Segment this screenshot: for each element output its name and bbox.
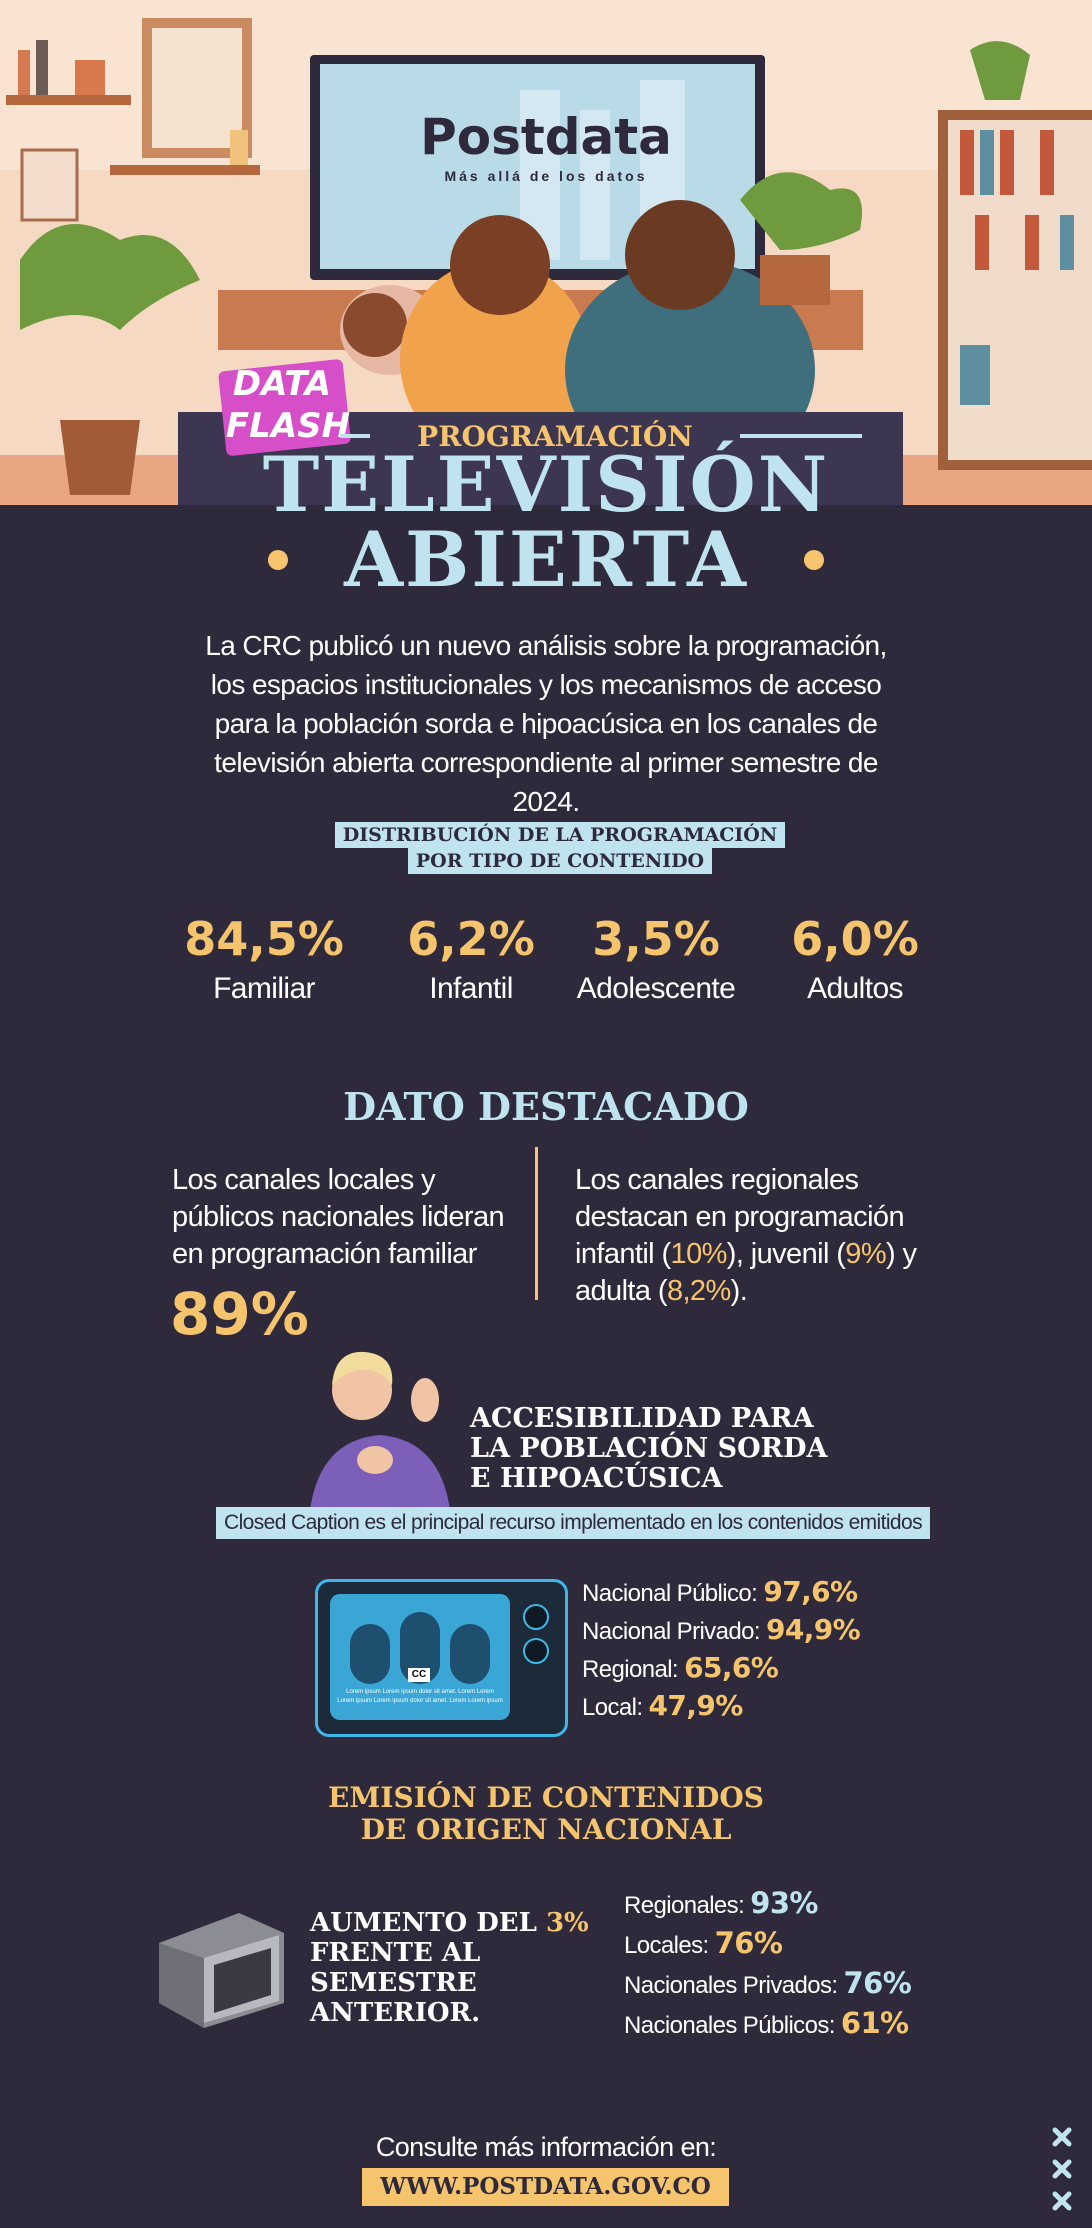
list-item: Nacional Privado: 94,9% bbox=[582, 1613, 861, 1651]
header-illustration: DATA FLASH bbox=[0, 0, 1092, 505]
label: Nacional Público: bbox=[582, 1580, 758, 1607]
stat-value: 84,5% bbox=[184, 912, 344, 966]
value: 76% bbox=[843, 1966, 912, 2000]
screen-line: Lorem ipsum Lorem ipsum dolor sit amet. … bbox=[337, 1698, 503, 1704]
caption-bar: Closed Caption es el principal recurso i… bbox=[216, 1507, 930, 1539]
distribution-title: DISTRIBUCIÓN DE LA PROGRAMACIÓN POR TIPO… bbox=[275, 822, 845, 874]
stat: 6,0% Adultos bbox=[755, 912, 955, 1006]
highlight-left: Los canales locales y públicos nacionale… bbox=[172, 1164, 505, 1270]
decor-crosses bbox=[1052, 2127, 1072, 2211]
title-line: LA POBLACIÓN SORDA bbox=[470, 1433, 828, 1464]
national-title: EMISIÓN DE CONTENIDOS DE ORIGEN NACIONAL bbox=[0, 1782, 1092, 1846]
title-line: ACCESIBILIDAD PARA bbox=[470, 1403, 814, 1434]
national-list: Regionales: 93% Locales: 76% Nacionales … bbox=[624, 1886, 912, 2046]
accent: 9% bbox=[845, 1238, 887, 1270]
section-title: DATO DESTACADO bbox=[343, 1084, 749, 1129]
label: Local: bbox=[582, 1694, 643, 1721]
intro: La CRC publicó un nuevo análisis sobre l… bbox=[205, 630, 887, 817]
tagline: Más allá de los datos bbox=[444, 168, 648, 184]
stat-label: Infantil bbox=[429, 972, 513, 1005]
footer-text: Consulte más información en: bbox=[375, 2132, 717, 2162]
kicker: PROGRAMACIÓN bbox=[417, 420, 693, 453]
stat-value: 3,5% bbox=[592, 912, 720, 966]
text: ). bbox=[730, 1275, 748, 1307]
access-title: ACCESIBILIDAD PARA LA POBLACIÓN SORDA E … bbox=[470, 1404, 827, 1494]
list-item: Regional: 65,6% bbox=[582, 1651, 860, 1689]
list-item: Nacionales Privados: 76% bbox=[624, 1966, 912, 2006]
label: Nacionales Privados: bbox=[624, 1972, 838, 1999]
dot bbox=[268, 550, 288, 570]
stat-label: Adolescente bbox=[576, 972, 736, 1005]
stat: 84,5% Familiar bbox=[164, 912, 364, 1006]
stat: 3,5% Adolescente bbox=[556, 912, 756, 1006]
accent: 8,2% bbox=[666, 1275, 731, 1307]
value: 94,9% bbox=[765, 1613, 861, 1646]
title-line: DISTRIBUCIÓN DE LA PROGRAMACIÓN bbox=[334, 822, 786, 848]
value: 65,6% bbox=[684, 1651, 779, 1684]
highlight-value: 89% bbox=[170, 1280, 309, 1348]
footer-url[interactable]: WWW.POSTDATA.GOV.CO bbox=[362, 2168, 729, 2206]
accent: 10% bbox=[670, 1238, 728, 1270]
screen-line: Lorem ipsum Lorem ipsum dolor sit amet. … bbox=[346, 1689, 494, 1695]
stat-label: Adultos bbox=[807, 972, 903, 1005]
label: Regionales: bbox=[624, 1892, 745, 1919]
list-item: Nacional Público: 97,6% bbox=[582, 1575, 860, 1613]
access-list: Nacional Público: 97,6% Nacional Privado… bbox=[582, 1575, 861, 1727]
stat: 6,2% Infantil bbox=[371, 912, 571, 1006]
label: Locales: bbox=[624, 1932, 709, 1959]
value: 93% bbox=[750, 1886, 818, 1920]
title-line: E HIPOACÚSICA bbox=[470, 1463, 723, 1494]
tv: CC Lorem ipsum Lorem ipsum dolor sit ame… bbox=[315, 1579, 568, 1737]
label: Regional: bbox=[582, 1656, 679, 1683]
stat-value: 6,2% bbox=[407, 912, 535, 966]
dot bbox=[804, 550, 824, 570]
title-line: DE ORIGEN NACIONAL bbox=[360, 1813, 732, 1846]
signer-illustration bbox=[310, 1351, 450, 1510]
text: FRENTE AL SEMESTRE ANTERIOR. bbox=[310, 1938, 481, 2028]
title: TELEVISIÓN bbox=[262, 440, 830, 529]
value: 61% bbox=[840, 2006, 909, 2040]
value: 97,6% bbox=[763, 1575, 858, 1608]
statement: AUMENTO DEL 3% FRENTE AL SEMESTRE ANTERI… bbox=[310, 1908, 590, 2028]
accent: 3% bbox=[545, 1908, 589, 1938]
title: ABIERTA bbox=[344, 515, 748, 604]
text: ), juvenil ( bbox=[726, 1238, 846, 1270]
label: Nacionales Públicos: bbox=[624, 2012, 835, 2039]
cc-badge: CC bbox=[408, 1668, 430, 1682]
value: 76% bbox=[714, 1926, 783, 1960]
stat-label: Familiar bbox=[213, 972, 315, 1005]
value: 47,9% bbox=[648, 1689, 744, 1722]
list-item: Regionales: 93% bbox=[624, 1886, 911, 1926]
title-line: EMISIÓN DE CONTENIDOS bbox=[328, 1781, 764, 1814]
text: ) y adulta ( bbox=[575, 1238, 917, 1307]
text: AUMENTO DEL bbox=[310, 1908, 537, 1938]
list-item: Local: 47,9% bbox=[582, 1689, 860, 1727]
old-tv bbox=[159, 1913, 284, 2028]
logo: Postdata bbox=[420, 108, 672, 166]
badge-line: DATA bbox=[233, 364, 331, 404]
highlight-right: Los canales regionales destacan en progr… bbox=[575, 1162, 975, 1310]
screen-text: Lorem ipsum Lorem ipsum dolor sit amet. … bbox=[330, 1688, 510, 1706]
badge-line: FLASH bbox=[226, 406, 350, 446]
text: Los canales regionales destacan en progr… bbox=[575, 1164, 905, 1270]
list-item: Nacionales Públicos: 61% bbox=[624, 2006, 911, 2046]
list-item: Locales: 76% bbox=[624, 1926, 911, 1966]
label: Nacional Privado: bbox=[582, 1618, 761, 1645]
divider bbox=[535, 1147, 538, 1300]
stat-value: 6,0% bbox=[791, 912, 919, 966]
tv-screen: CC Lorem ipsum Lorem ipsum dolor sit ame… bbox=[330, 1594, 510, 1720]
title-line: POR TIPO DE CONTENIDO bbox=[407, 848, 713, 874]
